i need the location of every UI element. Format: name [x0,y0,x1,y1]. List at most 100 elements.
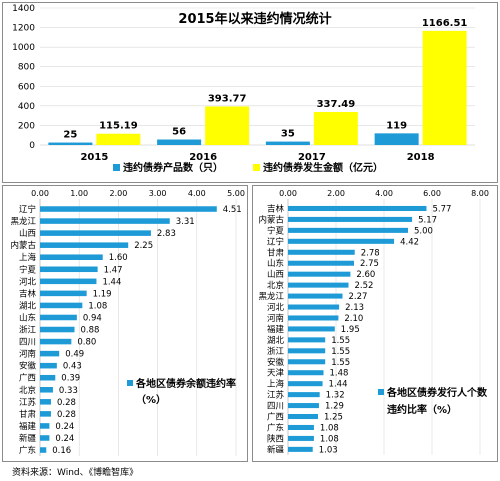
region-label: 辽宁 [19,204,36,215]
region-label: 内蒙古 [258,214,284,225]
data-label: 2.75 [360,259,379,269]
annual-default-chart: 2015年以来违约情况统计 0200400600800100012001400 … [12,4,475,174]
bar-广西 [40,374,56,381]
y-tick-label: 0 [29,141,35,151]
data-label: 1.08 [320,423,339,433]
legend: 违约债券产品数（只） 违约债券发生金额（亿元） [113,161,383,174]
data-label: 393.77 [208,93,247,104]
region-labels: 吉林内蒙古宁夏辽宁甘肃山东山西北京黑龙江河北河南福建湖北浙江安徽天津上海江苏四川… [258,203,284,455]
region-label: 安徽 [19,361,37,372]
data-labels: 4.51 3.312.83 2.25 1.60 1.47 1.44 1.19 1.08 0.94… [52,205,241,456]
bar-四川 [40,338,72,345]
data-label: 1.32 [326,391,345,401]
data-label: 1.29 [325,402,344,412]
region-label: 湖北 [267,336,285,346]
x-tick-label: 2.00 [109,189,127,198]
region-label: 山东 [19,312,36,323]
bar-内蒙古 [288,216,413,222]
region-label: 上海 [19,252,37,263]
data-label: 1.48 [330,369,349,379]
bar-2015-count [48,142,93,145]
legend-line-2: （%） [136,393,166,406]
data-label: 1166.51 [422,18,468,29]
data-label: 1.03 [319,445,338,455]
source-note: 资料来源：Wind、《博瞻智库》 [12,466,138,478]
legend: 各地区债券余额违约率 （%） [127,377,236,406]
data-label: 0.28 [57,410,76,420]
bar-2016-amount [205,106,250,145]
data-label: 25 [63,130,77,141]
region-label: 宁夏 [267,225,285,236]
data-label: 3.31 [176,217,195,227]
data-label: 337.49 [317,99,356,110]
region-label: 福建 [19,421,37,432]
data-label: 1.55 [331,336,350,346]
bars [288,205,427,452]
region-label: 新疆 [19,433,37,444]
region-label: 河北 [267,302,285,313]
region-label: 北京 [19,385,36,396]
region-label: 新疆 [267,444,285,455]
bar-甘肃 [40,411,51,417]
legend-line-2: 违约比率（%） [387,403,457,416]
region-label: 福建 [267,324,285,335]
region-label: 江苏 [19,397,37,408]
x-tick-label: 0.00 [279,189,297,198]
x-tick-label: 2.00 [327,189,345,198]
bars [48,30,467,145]
region-label: 黑龙江 [10,216,36,227]
bar-河北 [40,278,97,285]
bar-山东 [288,260,354,266]
region-label: 安徽 [267,357,285,368]
bar-广西 [288,414,318,420]
x-tick-label: 6.00 [423,189,441,198]
bar-天津 [288,370,324,376]
region-label: 辽宁 [267,236,284,247]
bar-北京 [40,387,53,393]
bar-2018-count [374,133,419,145]
region-label: 山西 [19,228,36,239]
region-label: 江苏 [267,390,285,401]
data-label: 1.44 [329,380,348,390]
region-label: 广东 [267,422,284,433]
data-label: 2.60 [356,270,375,280]
x-axis-tick-labels: 2015 2016 2017 2018 [80,152,434,163]
data-label: 0.43 [63,362,82,372]
y-tick-label: 600 [18,82,35,92]
data-label: 0.24 [55,434,74,444]
bar-黑龙江 [288,293,343,299]
bar-安徽 [40,362,57,369]
x-tick-label: 3.00 [149,189,167,198]
bar-安徽 [288,359,326,365]
data-label: 0.94 [83,313,102,323]
data-label: 1.47 [104,265,123,275]
bar-黑龙江 [40,218,170,224]
bar-上海 [288,381,323,387]
bar-新疆 [288,446,313,452]
bar-宁夏 [288,227,408,233]
region-label: 宁夏 [19,264,37,275]
data-labels: 25 115.19 56 393.77 35 337.49 119 1166.51 [63,18,467,141]
bar-辽宁 [288,238,395,244]
right-panel-border [252,185,498,462]
bar-甘肃 [288,249,355,255]
bar-浙江 [40,326,75,333]
region-label: 天津 [267,368,285,379]
bar-北京 [288,282,349,288]
legend-label-amount: 违约债券发生金额（亿元） [263,161,383,174]
legend: 各地区债券发行人个数 违约比率（%） [378,386,488,416]
x-tick-label: 2015 [80,152,108,163]
legend-swatch-amount [253,164,260,171]
data-label: 4.51 [223,205,242,215]
x-axis-tick-labels: 0.00 1.00 2.00 3.00 4.00 5.00 [31,189,245,198]
data-label: 119 [386,120,407,131]
region-label: 四川 [19,338,36,348]
bar-山东 [40,314,77,321]
data-label: 35 [281,129,295,140]
data-label: 4.42 [400,237,419,247]
bar-2016-count [157,139,202,145]
x-tick-label: 2018 [407,152,435,163]
region-labels: 辽宁黑龙江山西内蒙古上海宁夏河北吉林湖北山东浙江四川河南安徽广西北京江苏甘肃福建… [10,204,36,456]
x-tick-label: 4.00 [188,189,206,198]
bar-湖北 [40,302,83,309]
